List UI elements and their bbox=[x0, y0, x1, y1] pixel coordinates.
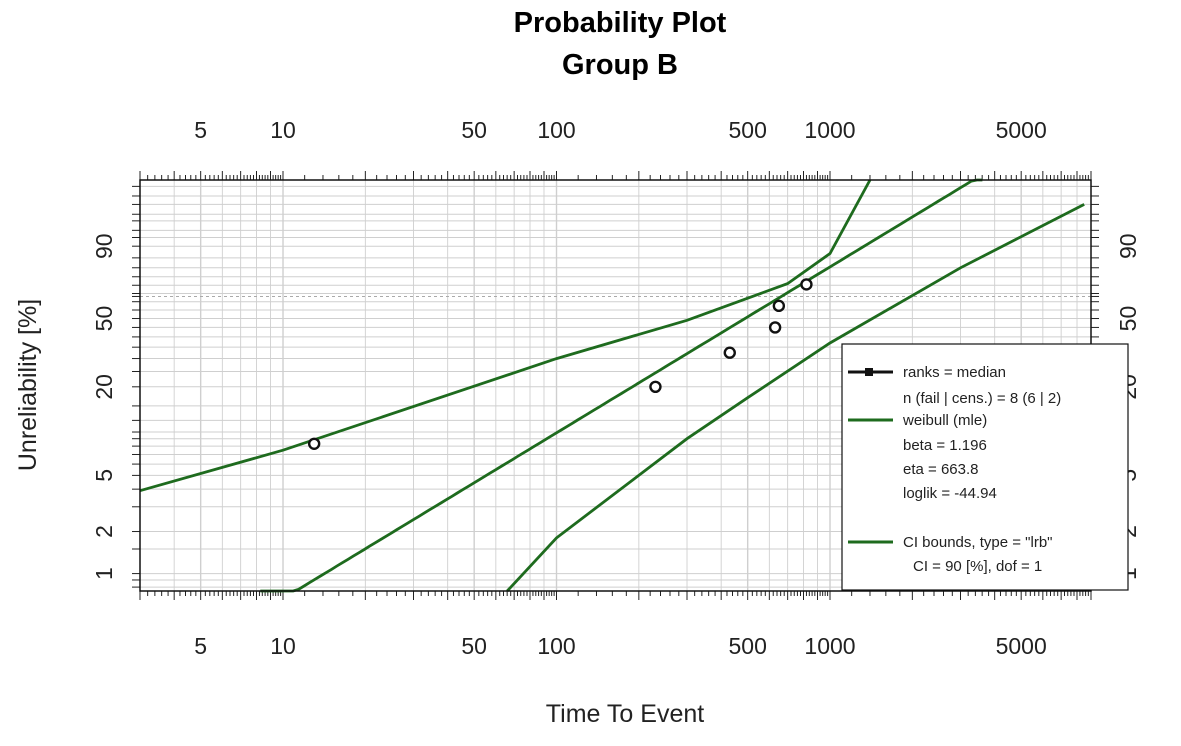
legend-loglik-label: loglik = -44.94 bbox=[903, 485, 997, 502]
data-point bbox=[800, 278, 813, 291]
chart-subtitle: Group B bbox=[562, 49, 678, 81]
x-tick-label-bottom: 5 bbox=[194, 633, 207, 659]
legend-eta-label: eta = 663.8 bbox=[903, 461, 978, 478]
x-axis-label: Time To Event bbox=[546, 700, 704, 728]
x-tick-label-top: 1000 bbox=[804, 117, 855, 143]
data-point bbox=[307, 437, 321, 451]
x-tick-label-bottom: 10 bbox=[270, 633, 296, 659]
data-point bbox=[772, 299, 786, 313]
y-tick-label-left: 50 bbox=[91, 306, 117, 332]
x-tick-label-top: 5 bbox=[194, 117, 207, 143]
x-tick-label-top: 10 bbox=[270, 117, 296, 143]
x-tick-label-bottom: 5000 bbox=[996, 633, 1047, 659]
legend-box bbox=[841, 343, 1129, 591]
x-tick-label-bottom: 500 bbox=[728, 633, 766, 659]
data-point bbox=[723, 346, 736, 359]
y-tick-label-left: 2 bbox=[91, 525, 117, 538]
x-tick-label-top: 500 bbox=[728, 117, 766, 143]
y-tick-label-right: 90 bbox=[1115, 233, 1141, 259]
weibull-fit-line bbox=[260, 178, 983, 593]
legend-ranks-point bbox=[865, 368, 873, 376]
ci-lower-bound bbox=[506, 203, 1085, 592]
legend-beta-label: beta = 1.196 bbox=[903, 437, 987, 454]
data-point bbox=[649, 380, 662, 394]
legend-n-label: n (fail | cens.) = 8 (6 | 2) bbox=[903, 390, 1061, 407]
chart-title: Probability Plot bbox=[514, 7, 727, 39]
data-points bbox=[307, 278, 813, 451]
legend-ci-label: CI bounds, type = "lrb" bbox=[903, 534, 1052, 551]
fit-curves bbox=[139, 178, 1085, 593]
y-tick-label-left: 20 bbox=[91, 374, 117, 400]
y-tick-label-left: 90 bbox=[91, 233, 117, 259]
ci-upper-bound bbox=[139, 179, 872, 493]
legend: ranks = median n (fail | cens.) = 8 (6 |… bbox=[841, 343, 1129, 591]
x-tick-label-bottom: 50 bbox=[461, 633, 487, 659]
legend-ranks-label: ranks = median bbox=[903, 364, 1006, 381]
y-tick-label-left: 1 bbox=[91, 567, 117, 580]
legend-ci-detail: CI = 90 [%], dof = 1 bbox=[913, 558, 1042, 575]
x-tick-label-top: 50 bbox=[461, 117, 487, 143]
x-tick-label-top: 5000 bbox=[996, 117, 1047, 143]
x-tick-label-bottom: 100 bbox=[537, 633, 575, 659]
legend-fit-label: weibull (mle) bbox=[902, 412, 987, 429]
x-tick-label-bottom: 1000 bbox=[804, 633, 855, 659]
y-tick-label-left: 5 bbox=[91, 469, 117, 482]
x-tick-label-top: 100 bbox=[537, 117, 575, 143]
data-point bbox=[768, 321, 782, 334]
y-tick-label-right: 50 bbox=[1115, 306, 1141, 332]
y-axis-label: Unreliability [%] bbox=[14, 299, 42, 471]
